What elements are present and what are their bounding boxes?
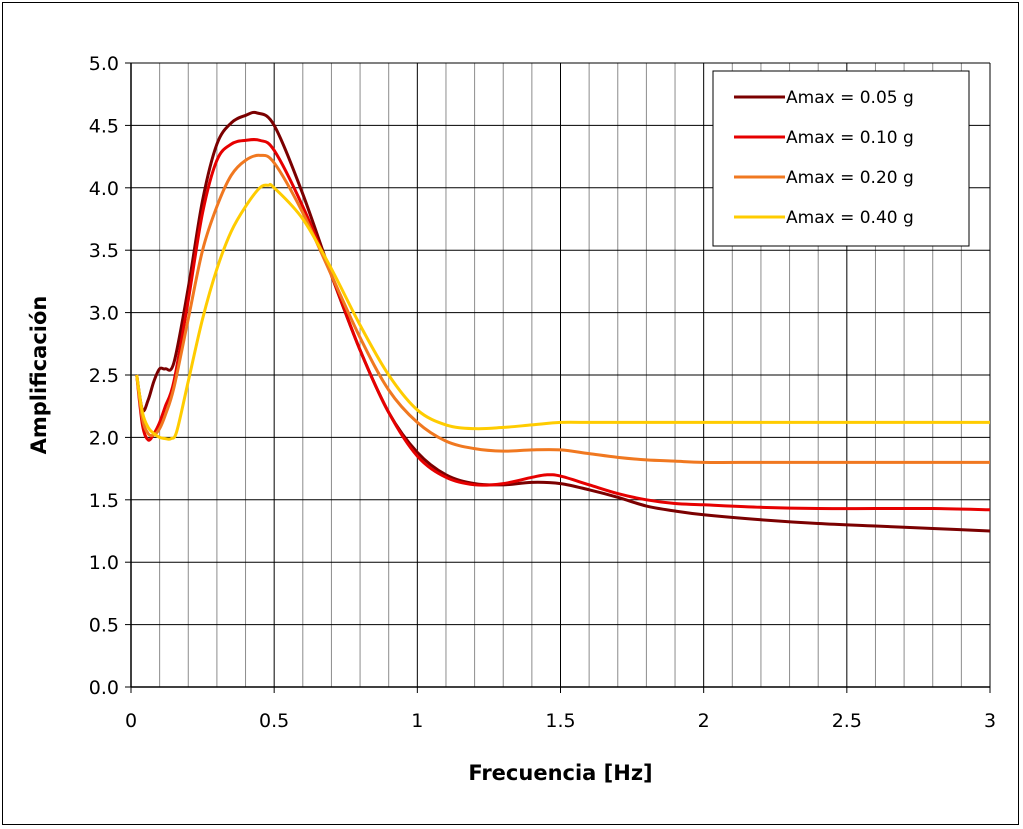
y-tick-label: 4.0 [89,178,119,200]
x-tick-label: 0.5 [259,710,289,732]
x-tick-label: 2.5 [832,710,862,732]
y-tick-label: 5.0 [89,53,119,75]
y-tick-label: 4.5 [89,115,119,137]
y-tick-label: 2.0 [89,427,119,449]
y-tick-label: 2.5 [89,365,119,387]
y-axis-title: Amplificación [27,296,51,455]
series-lines [135,110,991,533]
y-tick-label: 0.0 [89,677,119,699]
y-tick-label: 0.5 [89,615,119,637]
series-line-3 [135,182,990,441]
legend-label: Amax = 0.05 g [786,88,914,108]
legend-label: Amax = 0.20 g [786,168,914,188]
series-line-2 [135,153,990,464]
legend: Amax = 0.05 g Amax = 0.10 g Amax = 0.20 g A… [712,70,970,247]
x-tick-label: 1 [411,710,423,732]
y-tick-label: 1.5 [89,490,119,512]
y-tick-label: 3.5 [89,240,119,262]
x-tick-label: 3 [984,710,996,732]
x-tick-label: 0 [125,710,137,732]
legend-label: Amax = 0.10 g [786,128,914,148]
x-tick-label: 2 [698,710,710,732]
y-tick-label: 3.0 [89,303,119,325]
x-tick-label: 1.5 [545,710,575,732]
legend-label: Amax = 0.40 g [786,208,914,228]
axes: 0.0 0.5 1.0 1.5 2.0 2.5 3.0 3.5 4.0 4.5 5.0 0 0.5 1 1.… [89,53,996,732]
x-axis-title: Frecuencia [Hz] [468,761,652,785]
y-tick-label: 1.0 [89,552,119,574]
